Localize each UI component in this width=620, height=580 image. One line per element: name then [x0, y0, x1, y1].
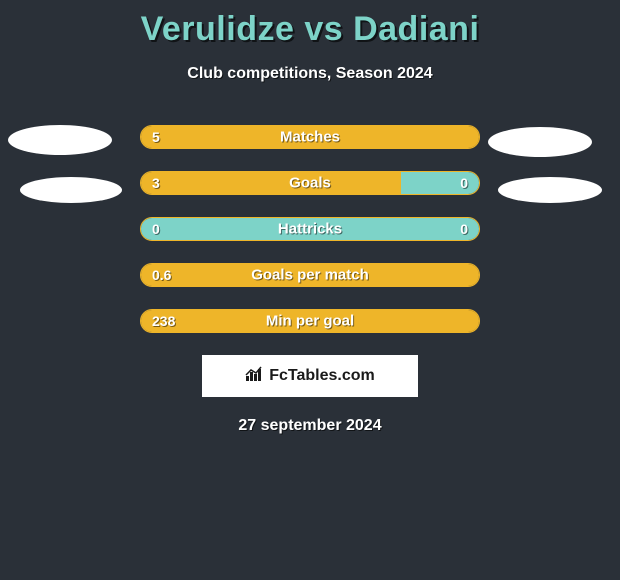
stat-label: Goals	[289, 175, 331, 192]
stat-value-right: 0	[460, 221, 468, 237]
barchart-icon	[245, 366, 265, 387]
stat-value-left: 238	[152, 313, 175, 329]
decorative-ellipse	[488, 127, 592, 157]
stat-label: Hattricks	[278, 221, 342, 238]
decorative-ellipse	[20, 177, 122, 203]
stat-row: Min per goal 238	[140, 309, 480, 333]
comparison-subtitle: Club competitions, Season 2024	[0, 65, 620, 83]
stat-value-left: 0	[152, 221, 160, 237]
bar-left-fill	[141, 172, 401, 194]
comparison-title: Verulidze vs Dadiani	[0, 0, 620, 49]
stat-value-left: 0.6	[152, 267, 171, 283]
attribution-box: FcTables.com	[202, 355, 418, 397]
stat-row: Goals 3 0	[140, 171, 480, 195]
stat-value-left: 5	[152, 129, 160, 145]
stat-row: Hattricks 0 0	[140, 217, 480, 241]
stat-label: Min per goal	[266, 313, 354, 330]
stat-value-right: 0	[460, 175, 468, 191]
stat-row: Matches 5	[140, 125, 480, 149]
footer-date: 27 september 2024	[0, 417, 620, 435]
chart-area: Matches 5 Goals 3 0 Hattricks 0 0 Goals per matc…	[0, 125, 620, 333]
decorative-ellipse	[498, 177, 602, 203]
stat-label: Matches	[280, 129, 340, 146]
attribution-text: FcTables.com	[269, 367, 375, 385]
stat-label: Goals per match	[251, 267, 369, 284]
stat-value-left: 3	[152, 175, 160, 191]
stat-row: Goals per match 0.6	[140, 263, 480, 287]
decorative-ellipse	[8, 125, 112, 155]
